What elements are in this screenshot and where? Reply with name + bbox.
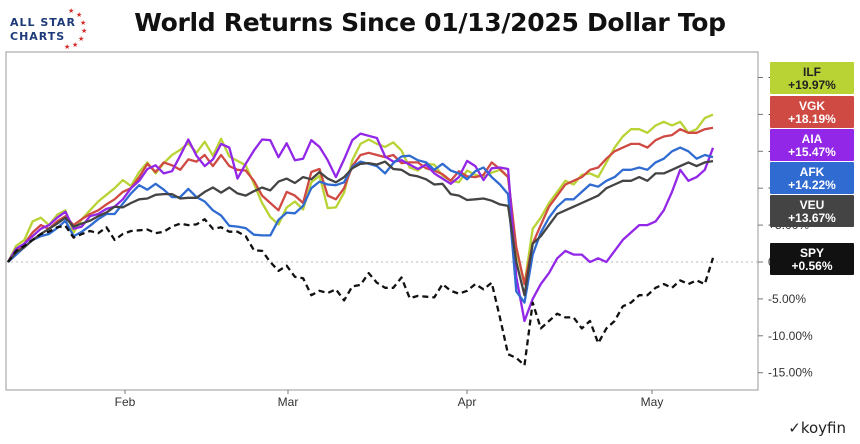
- legend-value: +14.22%: [788, 178, 836, 192]
- legend-badge-ilf: [770, 62, 854, 94]
- legend-badge-vgk: [770, 96, 854, 128]
- series-line-ilf: [6, 113, 714, 286]
- x-tick-label: Feb: [115, 395, 136, 409]
- legend-name: AFK: [800, 165, 825, 179]
- legend-value: +13.67%: [788, 211, 836, 225]
- legend-value: +18.19%: [788, 112, 836, 126]
- logo-line-2: CHARTS: [10, 30, 66, 43]
- plot-frame: [5, 51, 759, 391]
- x-tick-label: May: [641, 395, 664, 409]
- series-line-spy: [7, 218, 715, 367]
- legend-badge-spy: [770, 243, 854, 275]
- series-line-vgk: [7, 126, 714, 286]
- all-star-charts-logo: ★ ★ ★ ★ ★ ★ ★ ALL STAR CHARTS: [10, 8, 88, 51]
- series-line-aia: [7, 132, 715, 323]
- legend-value: +19.97%: [788, 78, 836, 92]
- legend-name: SPY: [800, 246, 824, 260]
- series-line-afk: [7, 146, 714, 304]
- legend-name: VGK: [799, 99, 825, 113]
- legend-badge-aia: [770, 129, 854, 161]
- legend-value: +0.56%: [791, 259, 832, 273]
- brand-name: koyfin: [800, 419, 846, 437]
- chart-title: World Returns Since 01/13/2025 Dollar To…: [134, 8, 726, 37]
- x-tick-label: Mar: [278, 395, 299, 409]
- legend-name: VEU: [800, 198, 825, 212]
- y-tick-label: -15.00%: [768, 366, 813, 380]
- y-tick-label: -10.00%: [768, 329, 813, 343]
- legend-name: AIA: [802, 132, 823, 146]
- logo-line-1: ALL STAR: [10, 16, 76, 29]
- x-tick-label: Apr: [458, 395, 477, 409]
- legend-name: ILF: [803, 65, 821, 79]
- legend-badge-afk: [770, 162, 854, 194]
- series-line-veu: [7, 159, 714, 297]
- koyfin-brand: ✓koyfin: [788, 419, 846, 437]
- y-tick-label: -5.00%: [768, 292, 806, 306]
- legend-badge-veu: [770, 195, 854, 227]
- koyfin-icon: ✓: [788, 419, 801, 437]
- legend-value: +15.47%: [788, 145, 836, 159]
